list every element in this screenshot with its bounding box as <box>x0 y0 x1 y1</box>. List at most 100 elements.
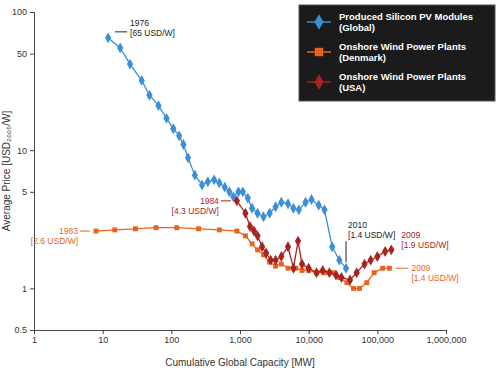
legend-label-line: Onshore Wind Power Plants <box>339 41 466 52</box>
legend-label: Onshore Wind Power Plants(Denmark) <box>339 41 466 63</box>
legend-label-line: (Global) <box>339 22 375 33</box>
data-point <box>285 241 291 252</box>
data-point <box>326 267 332 278</box>
data-point <box>117 42 123 53</box>
data-point <box>306 263 312 274</box>
data-point <box>216 177 222 188</box>
data-point <box>245 193 251 204</box>
y-axis-title: Average Price [USD₂₀₀₅/W] <box>1 111 12 232</box>
x-tick: 100,000 <box>362 330 395 345</box>
leader-line <box>221 200 231 201</box>
annotation-text: 2009 <box>401 230 420 240</box>
x-tick-label: 1,000 <box>229 335 252 345</box>
data-point <box>308 194 314 205</box>
data-point <box>296 204 302 215</box>
data-point <box>368 255 374 266</box>
data-point <box>372 270 377 275</box>
data-point <box>343 263 349 274</box>
data-point <box>320 265 326 276</box>
data-point <box>205 176 211 187</box>
data-point <box>249 203 255 214</box>
y-tick-mark <box>30 288 34 289</box>
data-point <box>254 208 260 219</box>
data-point <box>240 186 246 197</box>
y-tick: 0.5 <box>14 325 34 335</box>
data-point <box>338 272 344 283</box>
legend-box <box>299 5 495 101</box>
leader-line <box>80 231 90 232</box>
x-tick-label: 1 <box>32 335 37 345</box>
data-point <box>139 75 145 86</box>
data-point <box>234 195 240 206</box>
data-point <box>133 226 138 231</box>
y-tick-label: 5 <box>22 187 27 197</box>
data-point <box>290 203 296 214</box>
data-point <box>285 198 291 209</box>
y-tick-label: 1 <box>22 284 27 294</box>
x-tick: 10 <box>98 330 108 345</box>
chart-svg: 1 10 100 1,000 10,000 100,000 1,000,000 0.5 1 5 10… <box>0 0 500 375</box>
y-tick-label: 10 <box>17 146 27 156</box>
data-point <box>250 241 255 246</box>
x-tick-mark <box>309 330 310 334</box>
annotation-text: [1.4 USD/W] <box>411 273 458 283</box>
data-point <box>380 266 385 271</box>
data-point <box>112 227 117 232</box>
data-point <box>154 225 159 230</box>
leader-line <box>115 31 127 32</box>
legend-label: Produced Silicon PV Modules(Global) <box>339 11 473 33</box>
x-tick: 100 <box>164 330 179 345</box>
data-point <box>266 208 272 219</box>
x-axis: 1 10 100 1,000 10,000 100,000 1,000,000 <box>32 330 467 345</box>
y-tick: 5 <box>22 187 34 197</box>
data-point <box>185 152 191 163</box>
legend-entry: Produced Silicon PV Modules(Global) <box>307 11 473 33</box>
x-tick-mark <box>103 330 104 334</box>
leader-line <box>395 268 408 269</box>
data-point <box>299 259 305 270</box>
y-tick-label: 50 <box>17 49 27 59</box>
data-point <box>272 255 278 266</box>
annotation-text: [65 USD/W] <box>130 28 175 38</box>
x-tick: 10,000 <box>295 330 323 345</box>
data-point <box>155 100 161 111</box>
data-point <box>336 255 342 266</box>
y-tick-mark <box>30 192 34 193</box>
x-tick-label: 100 <box>164 335 179 345</box>
series-line <box>237 201 391 280</box>
y-axis: 0.5151050100 <box>12 7 35 335</box>
data-point <box>199 180 205 191</box>
annotation-text: 2010 <box>348 220 367 230</box>
data-point <box>180 139 186 150</box>
series-group <box>234 195 395 285</box>
data-point <box>243 233 248 238</box>
data-point <box>351 286 356 291</box>
x-tick-mark <box>240 330 241 334</box>
data-point <box>382 246 388 257</box>
x-tick-label: 10 <box>98 335 108 345</box>
y-tick: 10 <box>17 146 34 156</box>
chart-root: 1 10 100 1,000 10,000 100,000 1,000,000 0.5 1 5 10… <box>0 0 500 375</box>
annotation-text: 1976 <box>130 18 149 28</box>
x-tick-mark <box>171 330 172 334</box>
x-tick-label: 100,000 <box>362 335 395 345</box>
data-point <box>127 59 133 70</box>
data-point <box>105 32 111 43</box>
data-point <box>295 236 301 247</box>
data-point <box>146 90 152 101</box>
x-axis-line <box>35 331 447 335</box>
y-tick-mark <box>30 54 34 55</box>
y-tick-label: 0.5 <box>14 325 27 335</box>
legend-swatch-marker <box>315 14 324 30</box>
data-point <box>163 113 169 124</box>
data-point <box>313 267 319 278</box>
x-tick: 1,000,000 <box>426 330 466 345</box>
data-point <box>192 170 198 181</box>
data-point <box>388 244 394 255</box>
data-point <box>254 230 260 241</box>
data-point <box>316 200 322 211</box>
data-point <box>170 123 176 134</box>
y-tick: 1 <box>22 284 34 294</box>
data-point <box>217 227 222 232</box>
data-point <box>374 251 380 262</box>
